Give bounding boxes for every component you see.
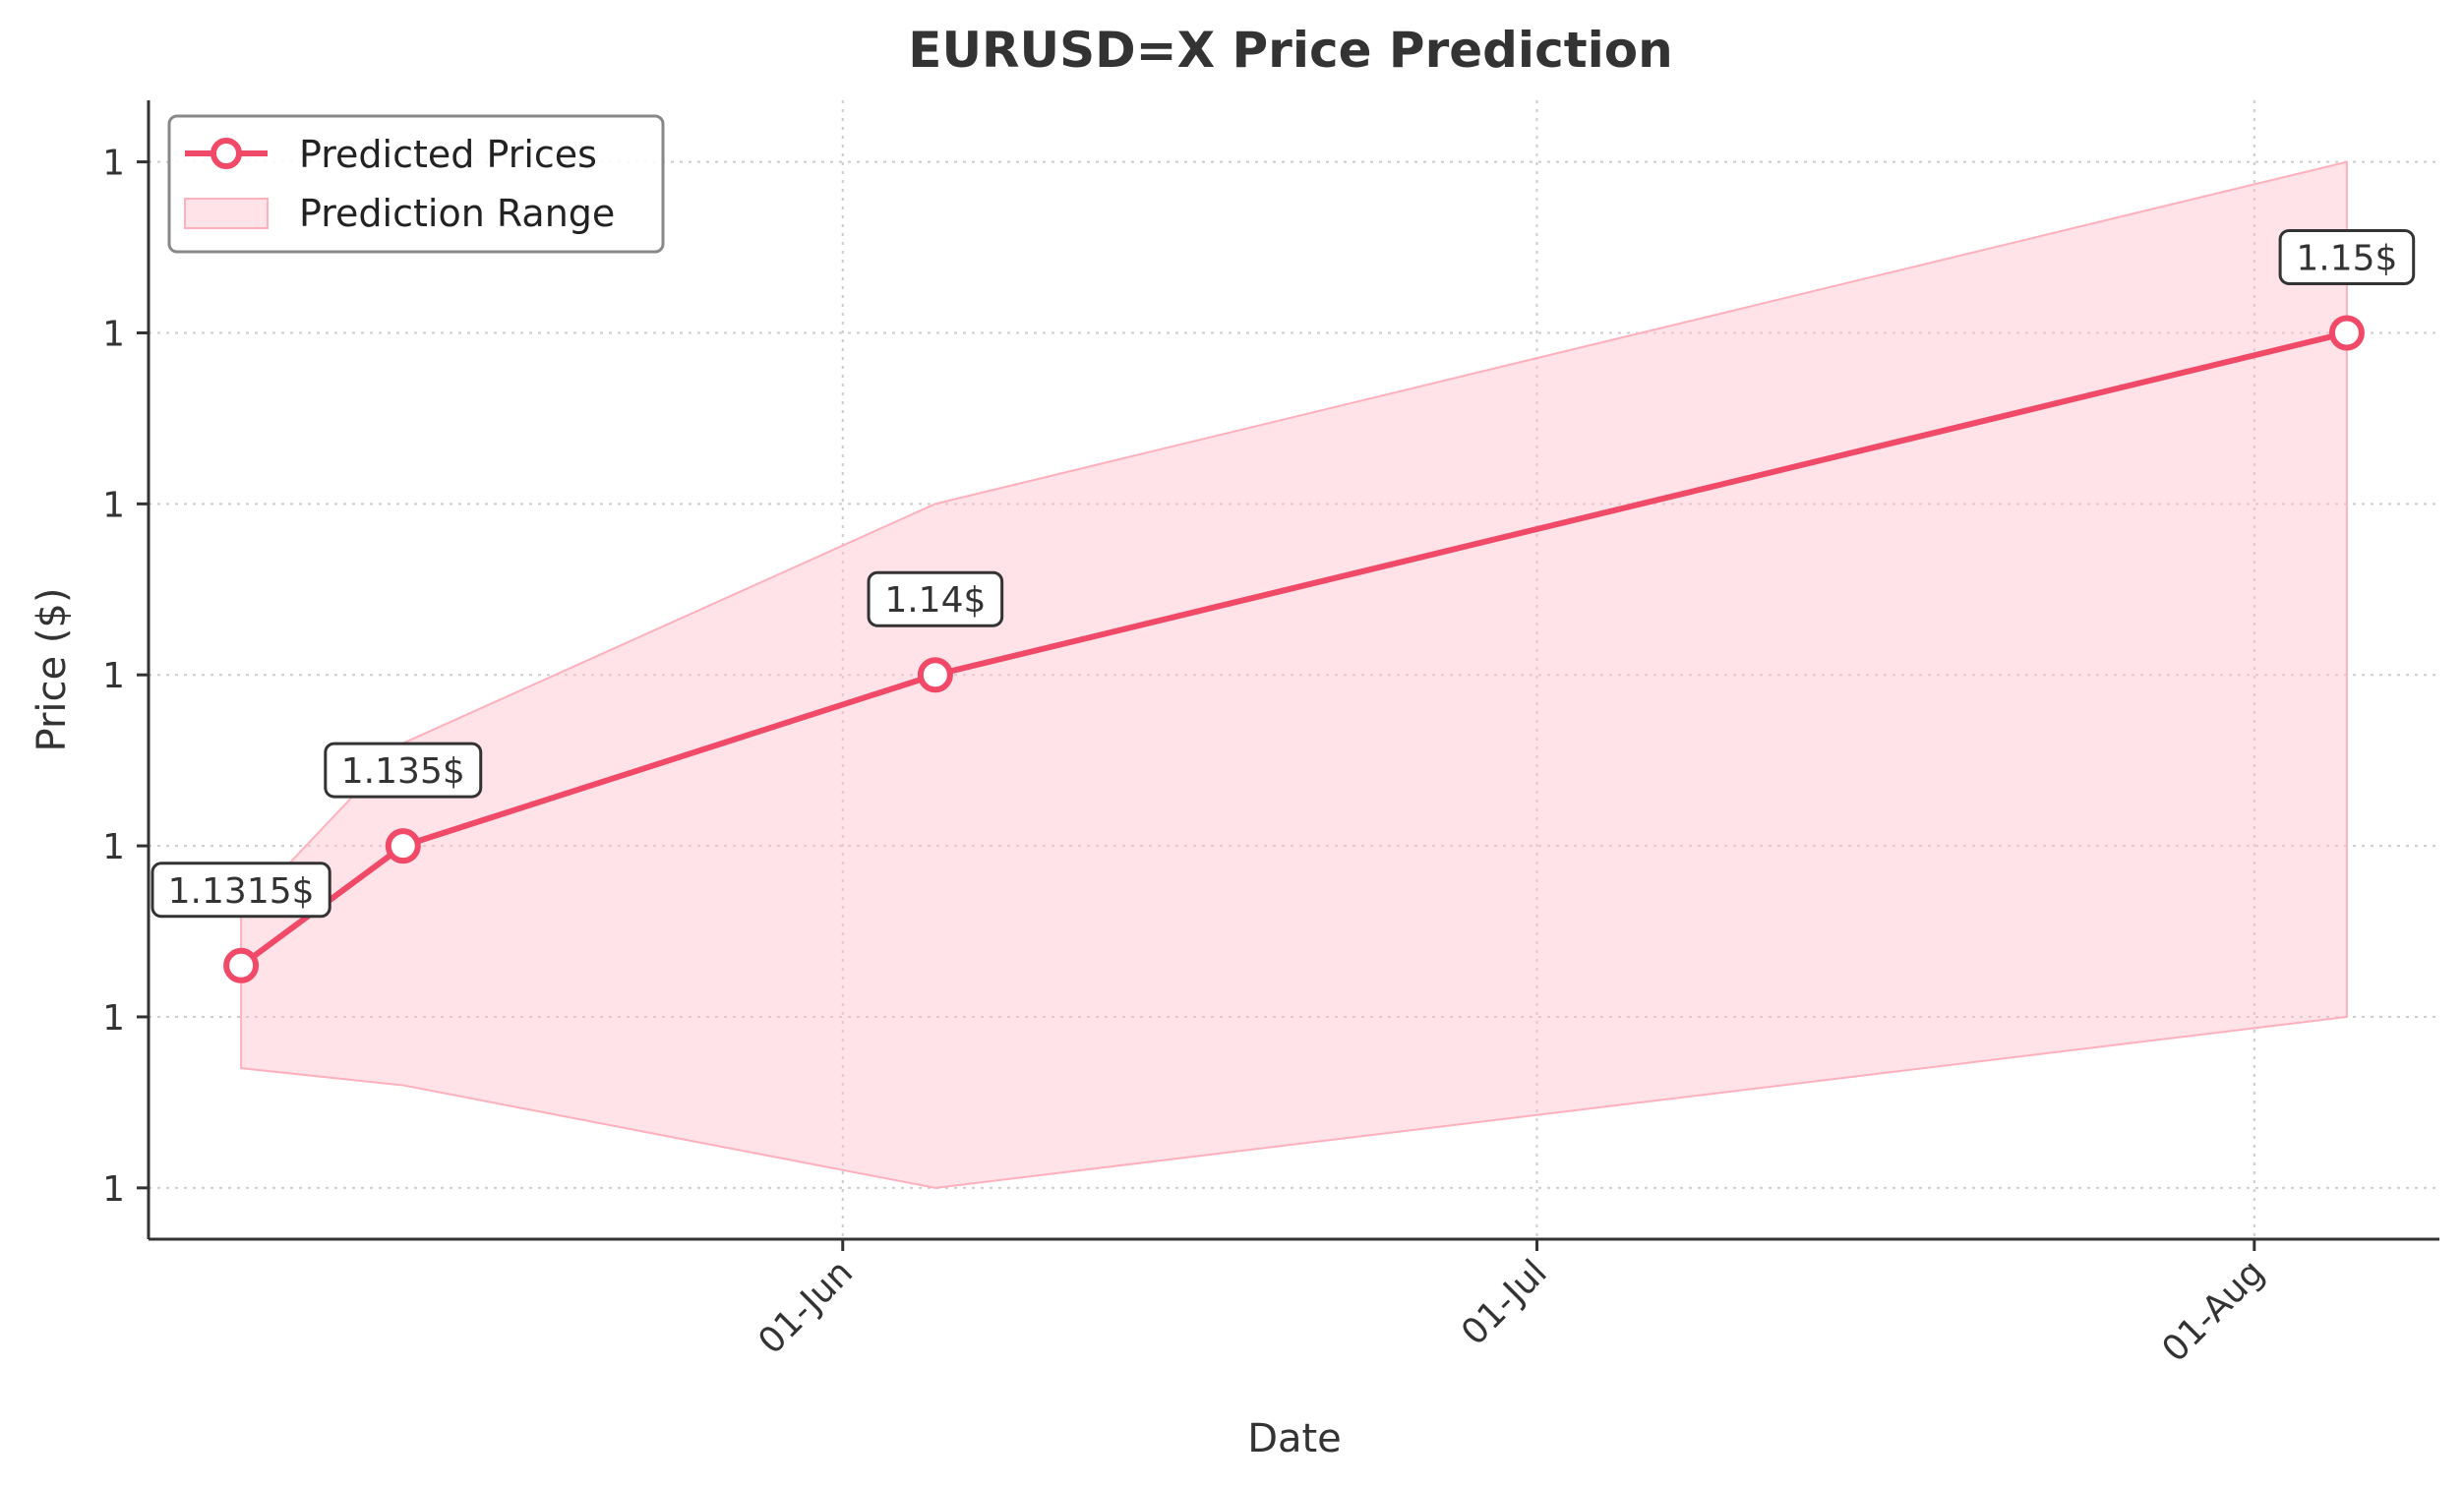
data-point [2328, 315, 2365, 351]
data-label-text: 1.14$ [884, 580, 986, 621]
y-tick-label: 1 [102, 1169, 125, 1210]
y-tick-label: 1 [102, 485, 125, 525]
legend-entry-predicted-prices: Predicted Prices [299, 133, 597, 176]
y-tick-label: 1 [102, 827, 125, 867]
y-tick-label: 1 [102, 144, 125, 184]
legend-frame [167, 114, 665, 254]
prediction-range-area [240, 160, 2348, 1189]
legend-range-swatch [184, 198, 269, 229]
data-label: 1.14$ [867, 570, 1004, 627]
data-label-text: 1.15$ [2296, 238, 2397, 278]
data-label-text: 1.135$ [341, 751, 465, 792]
data-points [223, 315, 2365, 983]
legend-marker-swatch [210, 138, 242, 169]
y-tick-label: 1 [102, 656, 125, 696]
y-tick-label: 1 [102, 998, 125, 1039]
y-axis-label: Price ($) [30, 588, 75, 752]
y-tick-label: 1 [102, 314, 125, 354]
data-label-box [324, 742, 483, 799]
legend-entry-prediction-range: Prediction Range [299, 192, 615, 235]
data-point [385, 828, 421, 864]
data-label-box [2278, 228, 2416, 285]
data-label-box [867, 570, 1004, 627]
axes [147, 100, 2439, 1241]
data-label-box [150, 862, 331, 919]
data-label: 1.1315$ [150, 862, 331, 919]
chart-title: EURUSD=X Price Prediction [908, 22, 1672, 79]
data-point [223, 947, 260, 983]
x-axis-label: Date [1247, 1416, 1342, 1461]
legend: Predicted Prices Prediction Range [167, 114, 665, 254]
data-label-text: 1.1315$ [168, 871, 315, 912]
data-label: 1.15$ [2278, 228, 2416, 285]
data-labels: 1.1315$ 1.135$ 1.14$ 1.15$ [150, 228, 2416, 919]
data-point [917, 657, 953, 693]
data-label: 1.135$ [324, 742, 483, 799]
